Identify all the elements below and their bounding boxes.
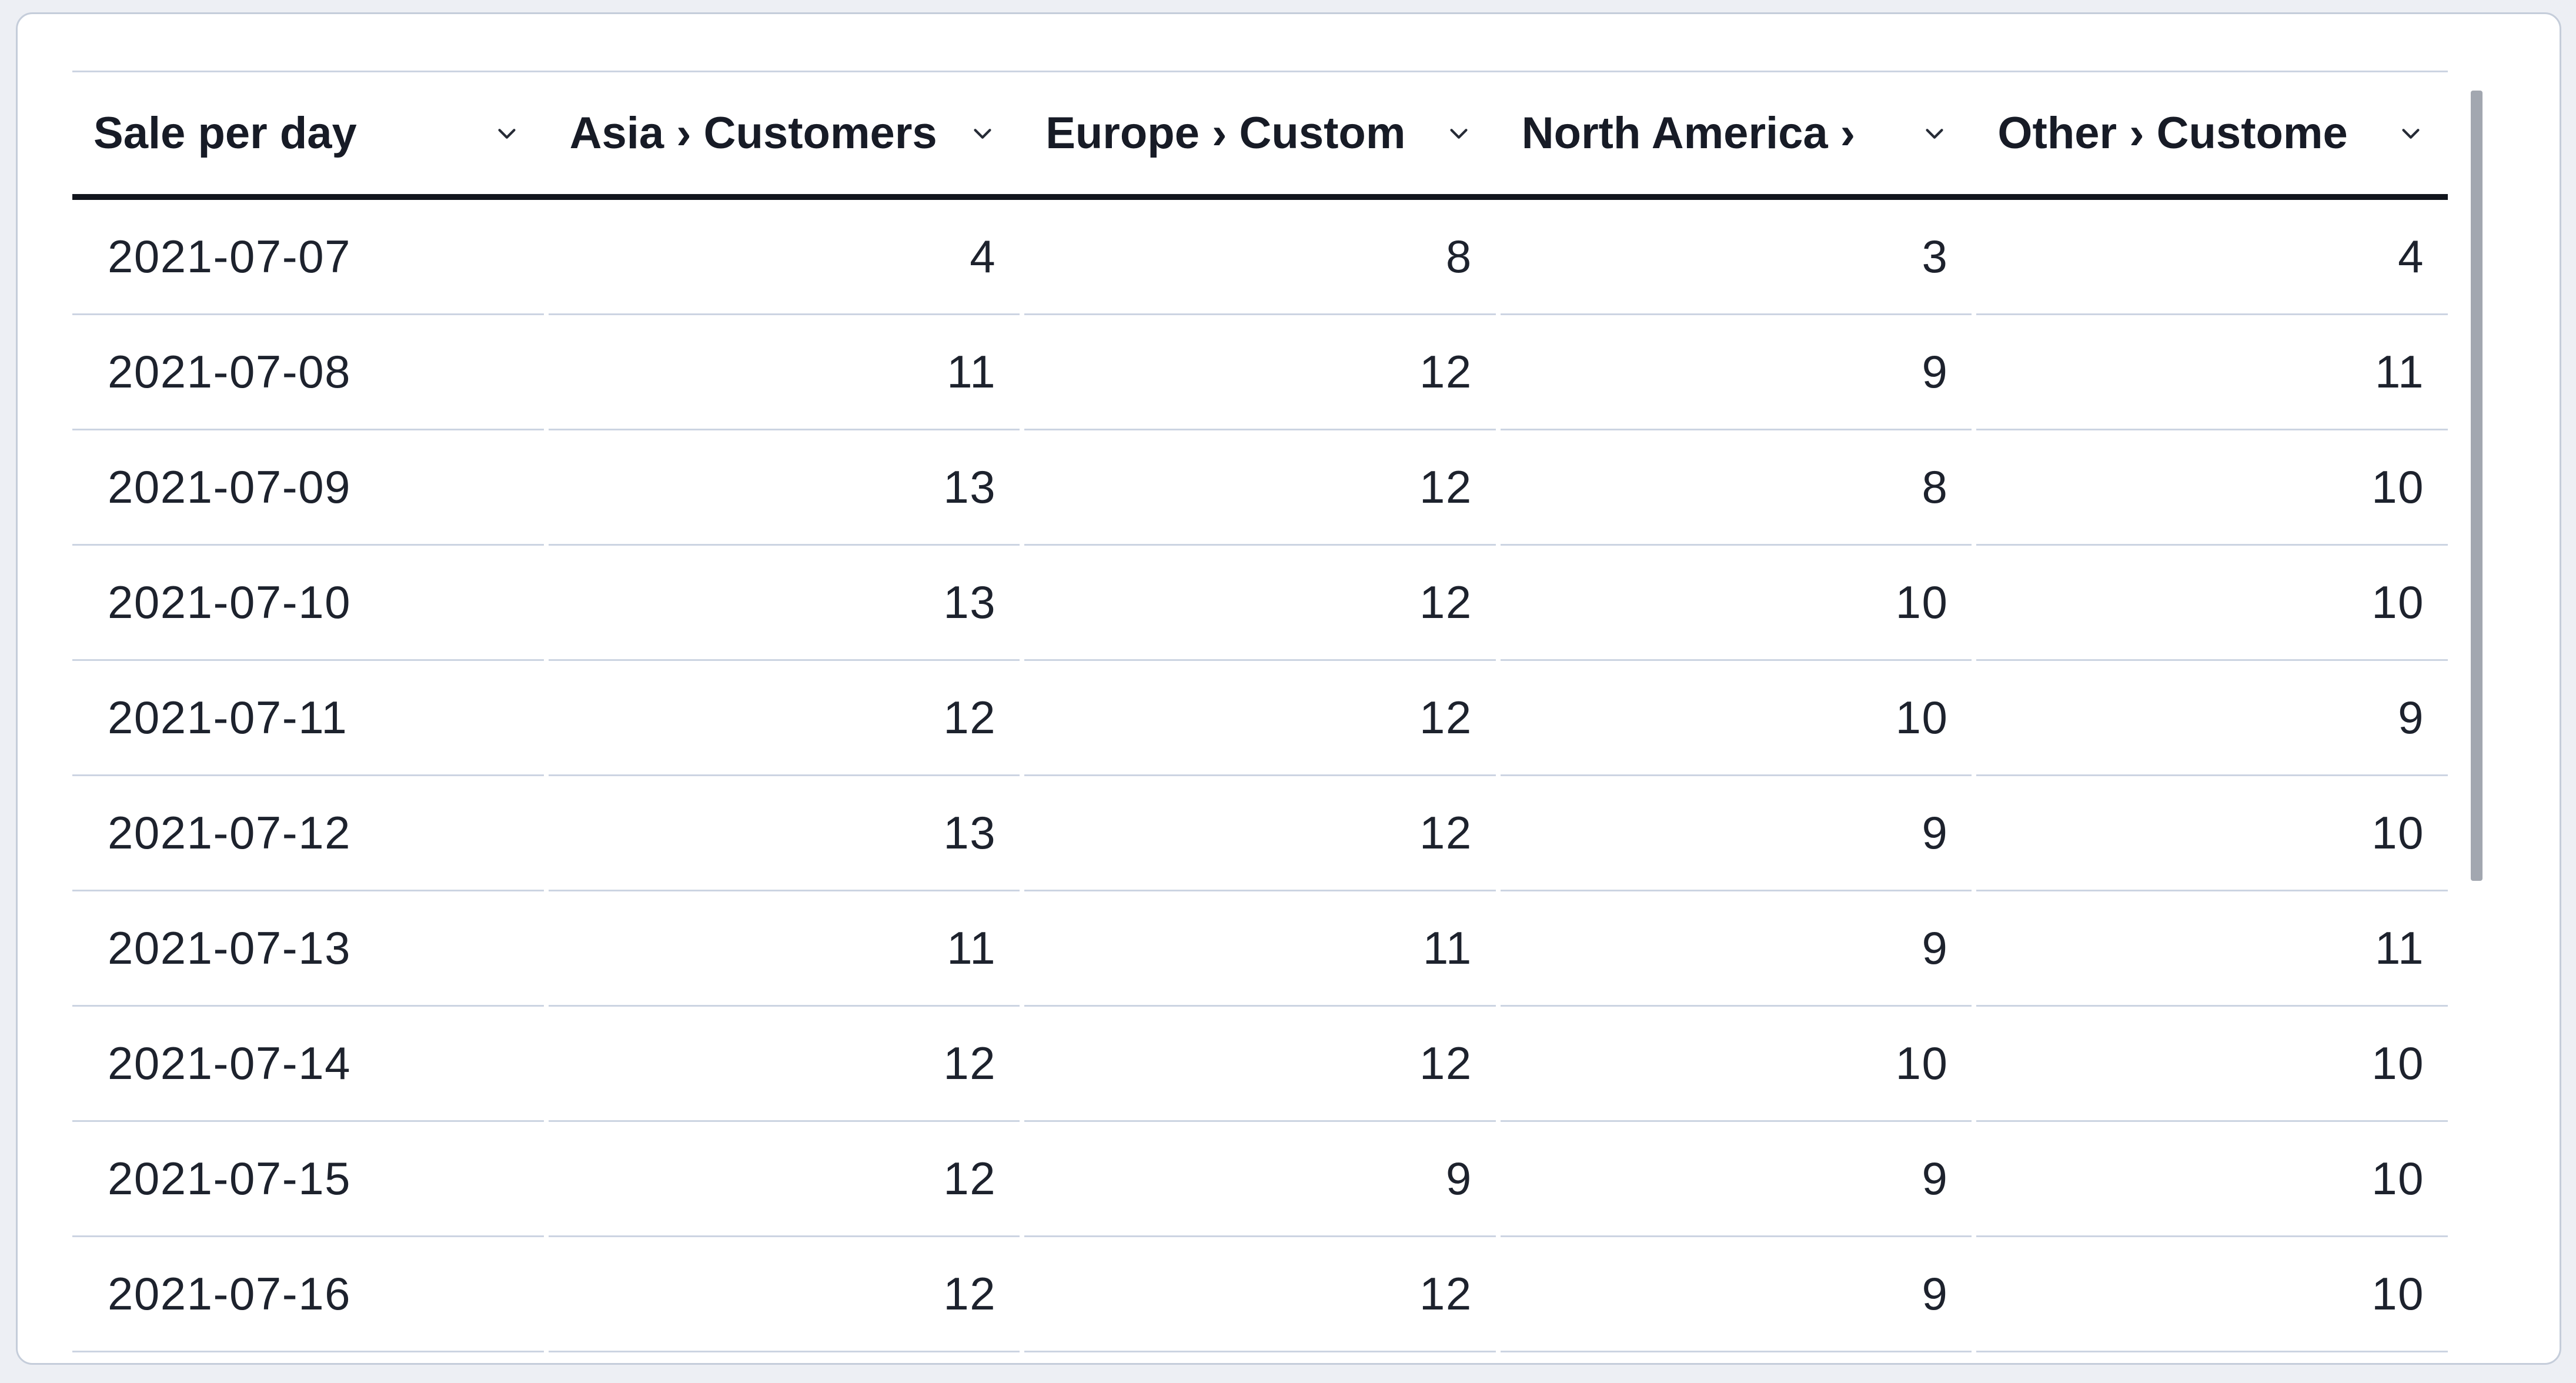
cell-date[interactable]: 2021-07-09 <box>72 430 544 546</box>
column-header-label: Asia › Customers <box>569 108 937 158</box>
cell-value-asia[interactable]: 11 <box>548 315 1020 430</box>
column-header-label: Europe › Custom <box>1045 108 1406 158</box>
cell-value-other[interactable]: 10 <box>1976 1237 2448 1352</box>
cell-date[interactable]: 2021-07-07 <box>72 200 544 315</box>
cell-date[interactable]: 2021-07-13 <box>72 891 544 1007</box>
cell-value-north-america[interactable]: 8 <box>1500 430 1972 546</box>
cell-value-asia[interactable]: 12 <box>548 1007 1020 1122</box>
cell-value-north-america[interactable]: 9 <box>1500 1122 1972 1237</box>
table-body: 2021-07-07 4 8 3 4 2021-07-08 11 12 9 11 2021-07-0… <box>72 200 2448 1352</box>
cell-value-europe[interactable]: 12 <box>1024 661 1496 776</box>
table-row: 2021-07-11 12 12 10 9 <box>72 661 2448 776</box>
column-header-asia[interactable]: Asia › Customers <box>549 72 1020 194</box>
cell-value-other[interactable]: 10 <box>1976 430 2448 546</box>
chevron-down-icon[interactable] <box>1434 120 1472 147</box>
table-row: 2021-07-13 11 11 9 11 <box>72 891 2448 1007</box>
cell-value-north-america[interactable]: 10 <box>1500 1007 1972 1122</box>
table-row: 2021-07-07 4 8 3 4 <box>72 200 2448 315</box>
cell-value-north-america[interactable]: 9 <box>1500 315 1972 430</box>
cell-value-europe[interactable]: 9 <box>1024 1122 1496 1237</box>
table-row: 2021-07-15 12 9 9 10 <box>72 1122 2448 1237</box>
cell-value-other[interactable]: 9 <box>1976 661 2448 776</box>
table-row: 2021-07-10 13 12 10 10 <box>72 546 2448 661</box>
cell-value-asia[interactable]: 12 <box>548 1237 1020 1352</box>
cell-value-other[interactable]: 11 <box>1976 891 2448 1007</box>
cell-value-europe[interactable]: 12 <box>1024 546 1496 661</box>
cell-value-europe[interactable]: 12 <box>1024 776 1496 891</box>
cell-value-europe[interactable]: 11 <box>1024 891 1496 1007</box>
cell-date[interactable]: 2021-07-15 <box>72 1122 544 1237</box>
cell-date[interactable]: 2021-07-12 <box>72 776 544 891</box>
column-header-other[interactable]: Other › Custome <box>1976 72 2448 194</box>
column-header-north-america[interactable]: North America › <box>1501 72 1972 194</box>
cell-value-north-america[interactable]: 9 <box>1500 1237 1972 1352</box>
cell-value-other[interactable]: 10 <box>1976 1122 2448 1237</box>
chevron-down-icon[interactable] <box>1909 120 1948 147</box>
cell-value-other[interactable]: 4 <box>1976 200 2448 315</box>
table-row: 2021-07-14 12 12 10 10 <box>72 1007 2448 1122</box>
cell-value-north-america[interactable]: 9 <box>1500 776 1972 891</box>
cell-value-asia[interactable]: 13 <box>548 430 1020 546</box>
cell-value-north-america[interactable]: 10 <box>1500 661 1972 776</box>
chevron-down-icon[interactable] <box>957 120 996 147</box>
cell-date[interactable]: 2021-07-16 <box>72 1237 544 1352</box>
cell-value-asia[interactable]: 11 <box>548 891 1020 1007</box>
table-row: 2021-07-16 12 12 9 10 <box>72 1237 2448 1352</box>
column-header-label: Sale per day <box>93 108 357 158</box>
table-row: 2021-07-09 13 12 8 10 <box>72 430 2448 546</box>
cell-value-europe[interactable]: 12 <box>1024 1237 1496 1352</box>
cell-value-asia[interactable]: 13 <box>548 546 1020 661</box>
cell-date[interactable]: 2021-07-08 <box>72 315 544 430</box>
cell-value-north-america[interactable]: 10 <box>1500 546 1972 661</box>
cell-value-europe[interactable]: 8 <box>1024 200 1496 315</box>
cell-date[interactable]: 2021-07-10 <box>72 546 544 661</box>
cell-date[interactable]: 2021-07-14 <box>72 1007 544 1122</box>
vertical-scrollbar-thumb[interactable] <box>2471 91 2483 881</box>
cell-value-north-america[interactable]: 9 <box>1500 891 1972 1007</box>
table-card: Sale per day Asia › Customers Europe › Cus… <box>16 12 2561 1365</box>
column-header-sale-per-day[interactable]: Sale per day <box>72 72 544 194</box>
chevron-down-icon[interactable] <box>482 120 520 147</box>
table-row: 2021-07-12 13 12 9 10 <box>72 776 2448 891</box>
chevron-down-icon[interactable] <box>2385 120 2424 147</box>
cell-value-asia[interactable]: 12 <box>548 661 1020 776</box>
table-header-row: Sale per day Asia › Customers Europe › Cus… <box>72 71 2448 200</box>
data-table: Sale per day Asia › Customers Europe › Cus… <box>72 71 2448 1352</box>
column-header-label: Other › Custome <box>1997 108 2348 158</box>
cell-value-asia[interactable]: 12 <box>548 1122 1020 1237</box>
cell-value-other[interactable]: 10 <box>1976 1007 2448 1122</box>
cell-value-europe[interactable]: 12 <box>1024 315 1496 430</box>
table-row: 2021-07-08 11 12 9 11 <box>72 315 2448 430</box>
cell-value-asia[interactable]: 13 <box>548 776 1020 891</box>
cell-value-europe[interactable]: 12 <box>1024 1007 1496 1122</box>
column-header-label: North America › <box>1521 108 1856 158</box>
cell-date[interactable]: 2021-07-11 <box>72 661 544 776</box>
cell-value-europe[interactable]: 12 <box>1024 430 1496 546</box>
cell-value-other[interactable]: 10 <box>1976 546 2448 661</box>
column-header-europe[interactable]: Europe › Custom <box>1024 72 1496 194</box>
cell-value-other[interactable]: 10 <box>1976 776 2448 891</box>
cell-value-north-america[interactable]: 3 <box>1500 200 1972 315</box>
cell-value-asia[interactable]: 4 <box>548 200 1020 315</box>
cell-value-other[interactable]: 11 <box>1976 315 2448 430</box>
